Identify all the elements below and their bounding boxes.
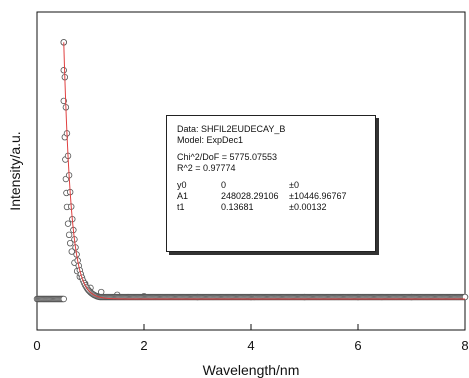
- x-tick-label: 2: [140, 338, 147, 353]
- fit-param-value: 0: [221, 180, 227, 190]
- fit-chi-square: Chi^2/DoF = 5775.07553: [177, 152, 278, 162]
- fit-model-name: Model: ExpDec1: [177, 135, 244, 145]
- fit-param-row: A1 248028.29106 ±10446.96767: [177, 191, 367, 202]
- data-point: [64, 220, 72, 227]
- fit-r-squared: R^2 = 0.97774: [177, 163, 236, 173]
- x-tick-label: 0: [33, 338, 40, 353]
- data-point: [60, 295, 67, 303]
- x-axis-ticks: 0 2 4 6 8: [33, 324, 469, 353]
- fit-param-row: t1 0.13681 ±0.00132: [177, 202, 367, 213]
- data-point: [68, 248, 75, 255]
- fit-param-value: 248028.29106: [221, 191, 279, 201]
- fit-param-name: t1: [177, 202, 185, 212]
- x-axis-label: Wavelength/nm: [203, 362, 300, 378]
- data-point: [60, 67, 67, 74]
- fit-param-row: y0 0 ±0: [177, 180, 367, 191]
- fit-results-box: Data: SHFIL2EUDECAY_B Model: ExpDec1 Chi…: [166, 115, 376, 252]
- y-axis-label: Intensity/a.u.: [7, 131, 23, 210]
- x-tick-label: 4: [247, 338, 254, 353]
- fit-param-name: A1: [177, 191, 189, 201]
- data-point: [65, 231, 73, 239]
- x-tick-label: 6: [354, 338, 361, 353]
- fit-param-error: ±0: [289, 180, 299, 190]
- fit-param-error: ±0.00132: [289, 202, 327, 212]
- fit-param-error: ±10446.96767: [289, 191, 347, 201]
- fit-curve: [63, 42, 465, 300]
- data-point: [66, 239, 74, 247]
- x-tick-label: 8: [461, 338, 468, 353]
- fit-param-value: 0.13681: [221, 202, 254, 212]
- fit-data-name: Data: SHFIL2EUDECAY_B: [177, 124, 286, 134]
- fit-param-name: y0: [177, 180, 187, 190]
- data-point: [461, 293, 469, 301]
